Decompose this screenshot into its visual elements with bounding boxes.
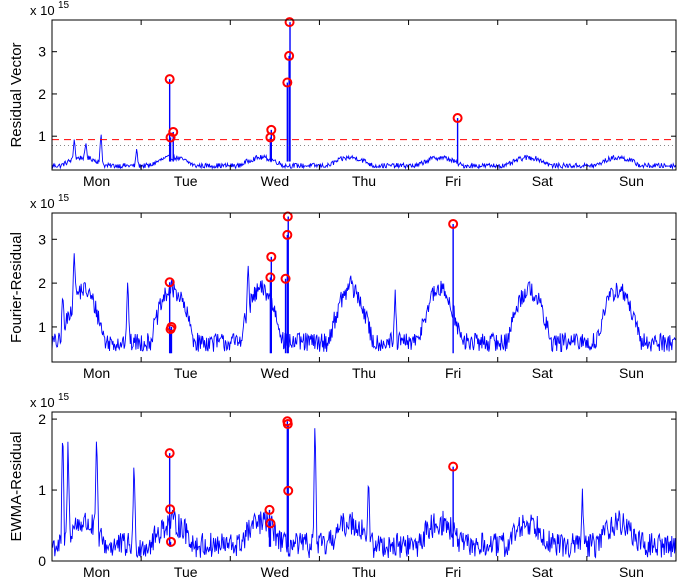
x-tick-label: Sat (532, 564, 553, 580)
x-tick-label: Sun (619, 173, 644, 189)
series-line (52, 428, 676, 559)
anomaly-marker (164, 448, 175, 459)
anomaly-marker (266, 124, 277, 135)
y-exponent-label: x 10 (30, 395, 55, 410)
x-tick-label: Wed (261, 564, 290, 580)
anomaly-marker (265, 272, 276, 283)
y-tick-label: 3 (38, 44, 46, 60)
anomaly-marker (452, 113, 463, 124)
anomaly-marker (284, 17, 295, 28)
x-tick-label: Fri (445, 173, 461, 189)
y-exponent-power: 15 (58, 193, 70, 204)
anomaly-marker (264, 504, 275, 515)
anomaly-marker (282, 419, 293, 430)
y-tick-label: 2 (38, 411, 46, 427)
series-line (52, 134, 676, 170)
x-tick-label: Fri (445, 564, 461, 580)
plot-frame (51, 411, 677, 562)
y-tick-label: 1 (38, 319, 46, 335)
anomaly-marker (166, 536, 177, 547)
y-axis-label: Residual Vector (8, 42, 25, 147)
y-axis-label: Fourier-Residual (8, 232, 25, 343)
y-tick-label: 2 (38, 275, 46, 291)
y-exponent-label: x 10 (30, 196, 55, 211)
anomaly-marker (265, 518, 276, 529)
y-tick-label: 1 (38, 128, 46, 144)
chart-panel-1: Mon Tue Wed Thu Fri Sat Sun 1 2 3 x 10 15 Residual V… (8, 0, 677, 189)
anomaly-marker (164, 277, 175, 288)
anomaly-marker (282, 77, 293, 88)
anomaly-marker (283, 485, 294, 496)
chart-panel-2: Mon Tue Wed Thu Fri Sat Sun 1 2 3 x 10 15 Fourier-Re… (8, 193, 677, 381)
y-tick-label: 1 (38, 482, 46, 498)
chart-panel-3: Mon Tue Wed Thu Fri Sat Sun 0 1 2x 10 15 EWMA-Resid… (8, 392, 677, 580)
anomaly-marker (266, 251, 277, 262)
anomaly-marker (166, 321, 177, 332)
x-tick-label: Tue (174, 173, 198, 189)
x-tick-label: Mon (83, 365, 110, 381)
y-exponent-power: 15 (58, 0, 70, 11)
anomaly-marker (165, 504, 176, 515)
x-tick-label: Sun (619, 365, 644, 381)
anomaly-marker (448, 218, 459, 229)
x-tick-label: Wed (261, 365, 290, 381)
y-tick-label: 0 (38, 553, 46, 569)
y-tick-label: 3 (38, 231, 46, 247)
plot-frame (51, 19, 677, 171)
y-tick-label: 2 (38, 86, 46, 102)
x-tick-label: Wed (261, 173, 290, 189)
anomaly-marker (164, 74, 175, 85)
x-tick-label: Sun (619, 564, 644, 580)
anomaly-marker (282, 229, 293, 240)
anomaly-marker (165, 132, 176, 143)
anomaly-marker (284, 50, 295, 61)
y-exponent-label: x 10 (30, 3, 55, 18)
x-tick-label: Mon (83, 564, 110, 580)
anomaly-marker (280, 273, 291, 284)
x-tick-label: Mon (83, 173, 110, 189)
x-tick-label: Sat (532, 173, 553, 189)
series-line (52, 253, 676, 353)
y-axis-label: EWMA-Residual (8, 431, 25, 541)
anomaly-marker (448, 461, 459, 472)
x-tick-label: Sat (532, 365, 553, 381)
x-tick-label: Thu (352, 173, 376, 189)
x-tick-label: Thu (352, 564, 376, 580)
plot-frame (51, 212, 677, 363)
anomaly-marker (168, 126, 179, 137)
x-tick-label: Tue (174, 564, 198, 580)
x-tick-label: Thu (352, 365, 376, 381)
x-tick-label: Fri (445, 365, 461, 381)
x-tick-label: Tue (174, 365, 198, 381)
y-exponent-power: 15 (58, 392, 70, 403)
